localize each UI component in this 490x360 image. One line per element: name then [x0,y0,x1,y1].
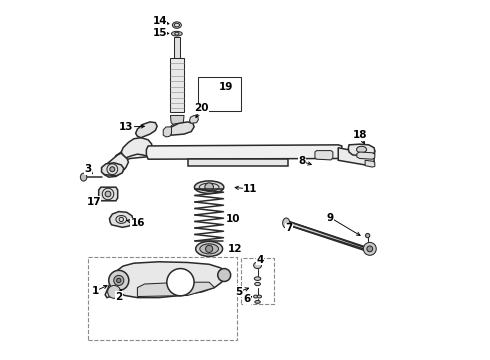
Circle shape [366,233,370,238]
Text: 8: 8 [298,156,305,166]
Polygon shape [136,122,157,138]
Ellipse shape [254,262,262,269]
Ellipse shape [171,123,184,132]
Polygon shape [287,221,367,251]
Ellipse shape [172,22,181,28]
Bar [242,258,274,304]
Bar [174,37,180,58]
Circle shape [109,270,129,291]
Text: 18: 18 [352,130,367,140]
Text: 19: 19 [219,82,233,93]
Polygon shape [365,160,375,167]
Text: 1: 1 [92,286,98,296]
Ellipse shape [257,295,262,298]
Bar [88,257,237,339]
Polygon shape [103,153,128,177]
Ellipse shape [195,181,224,193]
Polygon shape [338,148,374,166]
Ellipse shape [200,244,219,254]
Polygon shape [105,262,226,298]
Text: 7: 7 [285,224,293,233]
Ellipse shape [357,146,367,153]
Polygon shape [98,187,118,201]
Circle shape [167,269,194,296]
Bar [171,58,184,112]
Ellipse shape [172,31,182,36]
Circle shape [367,246,373,252]
Text: 4: 4 [256,255,264,265]
Polygon shape [168,122,194,135]
Polygon shape [188,159,288,166]
Polygon shape [348,144,375,156]
Text: 2: 2 [115,292,122,302]
Text: 3: 3 [84,164,92,174]
Text: 20: 20 [194,103,209,113]
Circle shape [117,278,121,283]
Circle shape [105,191,111,197]
Text: 9: 9 [327,213,334,222]
Text: 16: 16 [131,218,146,228]
Circle shape [108,285,121,298]
Circle shape [205,183,214,192]
Text: 13: 13 [119,122,133,132]
Ellipse shape [80,173,87,181]
Polygon shape [109,212,133,227]
Ellipse shape [196,241,222,256]
Ellipse shape [254,277,261,280]
Circle shape [218,269,231,282]
Polygon shape [122,138,152,158]
Bar [198,77,242,111]
Polygon shape [171,116,184,126]
Circle shape [114,275,124,285]
Text: 6: 6 [243,294,250,304]
Ellipse shape [255,301,260,303]
Text: 17: 17 [86,197,101,207]
Polygon shape [365,148,375,155]
Text: 12: 12 [228,244,242,254]
Polygon shape [357,152,375,159]
Text: 5: 5 [235,287,242,297]
Text: 15: 15 [152,28,167,38]
Text: 10: 10 [226,214,241,224]
Polygon shape [147,145,342,159]
Polygon shape [137,282,215,297]
Ellipse shape [283,218,290,228]
Text: 11: 11 [243,184,258,194]
Text: 14: 14 [152,17,167,27]
Polygon shape [315,150,333,160]
Polygon shape [190,116,198,123]
Ellipse shape [254,295,258,298]
Polygon shape [101,163,124,176]
Polygon shape [114,148,148,163]
Circle shape [205,245,213,252]
Circle shape [364,242,376,255]
Polygon shape [163,127,172,137]
Ellipse shape [255,282,260,285]
Circle shape [110,167,115,172]
